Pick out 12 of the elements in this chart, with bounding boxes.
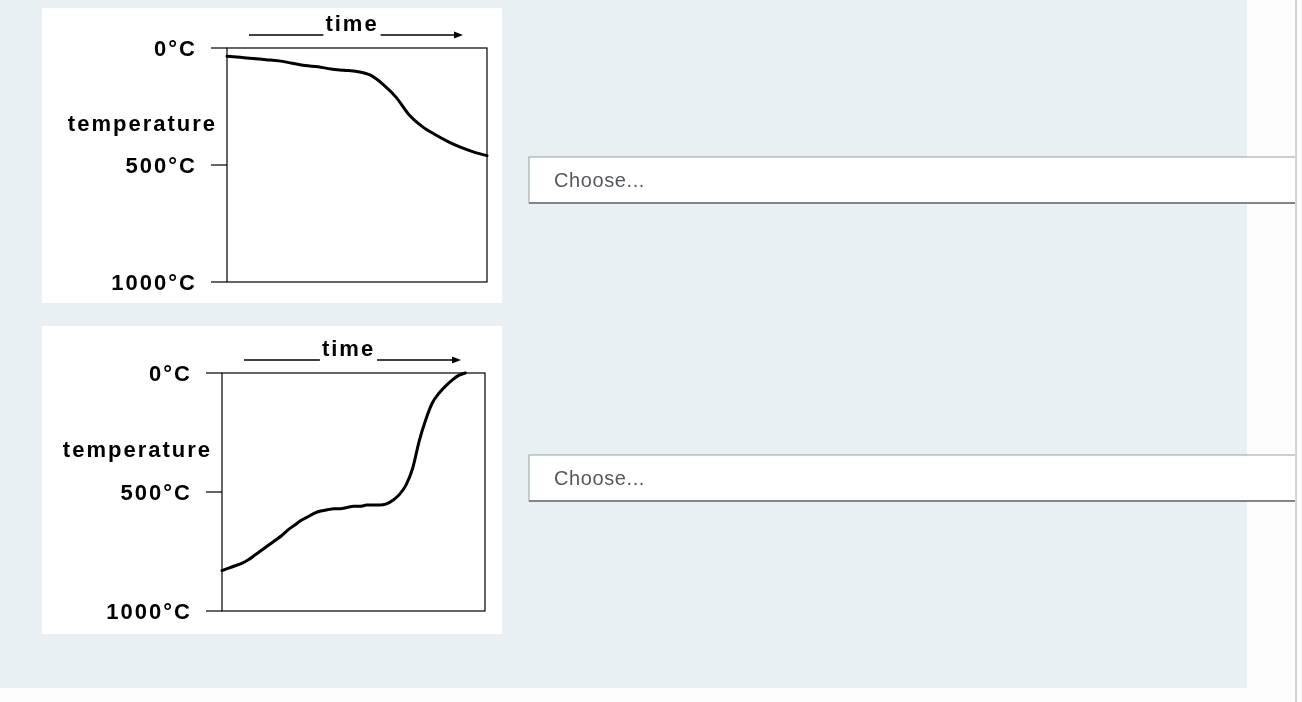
x-axis-title: time — [325, 11, 379, 36]
y-tick-label: 500°C — [125, 152, 197, 178]
y-tick-label: 1000°C — [106, 598, 192, 624]
y-tick-label: 0°C — [149, 360, 192, 386]
dropdown[interactable]: Choose... — [528, 156, 1297, 204]
y-tick-label: 1000°C — [111, 269, 197, 295]
dropdown[interactable]: Choose... — [528, 454, 1297, 502]
y-axis-title: temperature — [62, 437, 212, 463]
y-tick-label: 0°C — [154, 35, 197, 61]
y-axis-title: temperature — [67, 111, 217, 137]
x-axis-title: time — [321, 336, 376, 361]
y-tick-label: 500°C — [120, 479, 192, 505]
